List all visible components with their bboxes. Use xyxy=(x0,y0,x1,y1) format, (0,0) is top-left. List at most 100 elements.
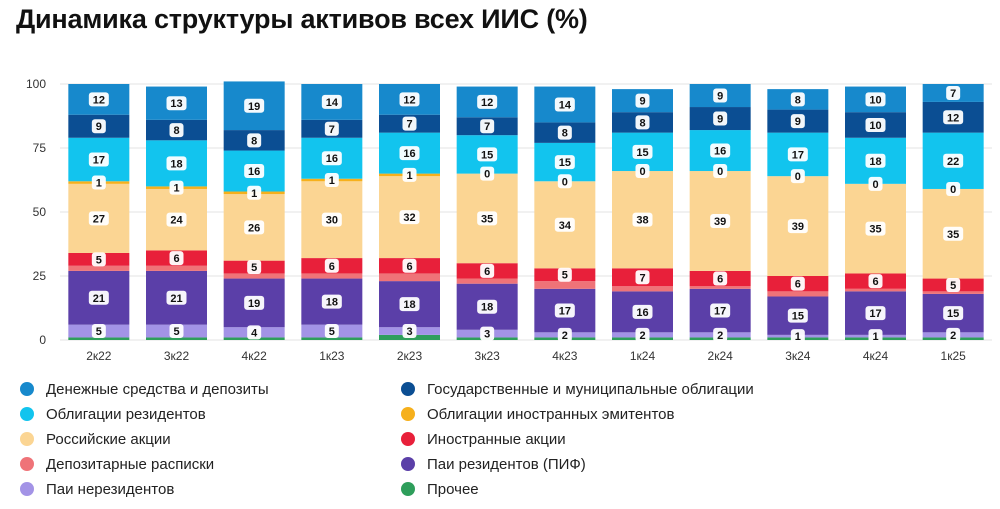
data-label-box xyxy=(557,125,572,140)
data-label-box xyxy=(865,92,886,107)
data-label: 3 xyxy=(406,326,412,338)
data-label-box xyxy=(635,115,650,130)
data-label: 0 xyxy=(872,179,878,191)
x-tick-label: 1к23 xyxy=(319,349,345,363)
data-label-box xyxy=(865,306,886,321)
data-label: 16 xyxy=(714,146,726,158)
data-label-box xyxy=(943,110,964,125)
data-label-box xyxy=(713,111,728,126)
data-label: 26 xyxy=(248,222,260,234)
bar-segment xyxy=(534,281,596,289)
data-label: 16 xyxy=(403,148,415,160)
data-label-box xyxy=(477,299,498,314)
data-label: 30 xyxy=(326,215,338,227)
data-label: 12 xyxy=(481,97,493,109)
x-tick-label: 4к23 xyxy=(552,349,578,363)
data-label: 6 xyxy=(484,266,490,278)
legend-item[interactable]: Облигации резидентов xyxy=(20,403,206,425)
data-label-box xyxy=(166,156,187,171)
data-label-box xyxy=(713,327,728,342)
legend-item[interactable]: Депозитарные расписки xyxy=(20,453,214,475)
data-label-box xyxy=(88,92,109,107)
data-label-box xyxy=(946,327,961,342)
data-label-box xyxy=(554,155,575,170)
legend-label: Облигации резидентов xyxy=(46,405,206,423)
x-tick-label: 2к24 xyxy=(708,349,734,363)
legend-item[interactable]: Паи нерезидентов xyxy=(20,478,174,500)
data-label: 17 xyxy=(93,155,105,167)
data-label: 9 xyxy=(717,91,723,103)
legend-dot-icon xyxy=(401,432,415,446)
legend-item[interactable]: Прочее xyxy=(401,478,479,500)
data-label: 4 xyxy=(251,327,258,339)
data-label-box xyxy=(787,308,808,323)
data-label: 24 xyxy=(170,215,183,227)
data-label-box xyxy=(91,119,106,134)
data-label-box xyxy=(399,297,420,312)
data-label-box xyxy=(868,274,883,289)
data-label: 5 xyxy=(173,326,179,338)
data-label: 35 xyxy=(481,213,493,225)
legend-label: Паи нерезидентов xyxy=(46,480,175,498)
data-label-box xyxy=(554,97,575,112)
data-label: 7 xyxy=(484,121,490,133)
bar-segment xyxy=(612,286,673,292)
data-label: 9 xyxy=(717,114,723,126)
data-label: 15 xyxy=(792,311,804,323)
legend-label: Паи резидентов (ПИФ) xyxy=(427,455,586,473)
data-label: 7 xyxy=(639,272,645,284)
data-label: 7 xyxy=(329,124,335,136)
legend-label: Российские акции xyxy=(46,430,171,448)
data-label-box xyxy=(635,93,650,108)
data-label-box xyxy=(713,164,728,179)
data-label-box xyxy=(247,133,262,148)
x-tick-label: 1к25 xyxy=(941,349,967,363)
data-label-box xyxy=(399,210,420,225)
data-label: 6 xyxy=(795,279,801,291)
data-label-box xyxy=(244,164,265,179)
data-label-box xyxy=(557,174,572,189)
data-label: 0 xyxy=(484,169,490,181)
data-label-box xyxy=(477,147,498,162)
data-label-box xyxy=(632,212,653,227)
data-label: 7 xyxy=(950,88,956,100)
legend-dot-icon xyxy=(20,407,34,421)
data-label: 1 xyxy=(251,188,257,200)
chart-title: Динамика структуры активов всех ИИС (%) xyxy=(16,4,588,34)
legend-dot-icon xyxy=(401,407,415,421)
legend-item[interactable]: Денежные средства и депозиты xyxy=(20,378,269,400)
data-label-box xyxy=(91,324,106,339)
data-label: 10 xyxy=(869,120,881,132)
data-label-box xyxy=(868,329,883,344)
data-label: 6 xyxy=(173,253,179,265)
data-label-box xyxy=(713,88,728,103)
data-label-box xyxy=(790,169,805,184)
data-label-box xyxy=(247,185,262,200)
data-label: 32 xyxy=(403,212,415,224)
legend-dot-icon xyxy=(20,457,34,471)
data-label: 18 xyxy=(170,158,182,170)
legend-dot-icon xyxy=(401,457,415,471)
legend-item[interactable]: Государственные и муниципальные облигаци… xyxy=(401,378,754,400)
data-label-box xyxy=(632,304,653,319)
bar-segment xyxy=(301,337,363,340)
data-label: 1 xyxy=(329,175,335,187)
legend-item[interactable]: Российские акции xyxy=(20,428,171,450)
x-tick-label: 4к22 xyxy=(242,349,268,363)
data-label: 1 xyxy=(872,331,878,343)
data-label: 2 xyxy=(717,330,723,342)
data-label-box xyxy=(557,267,572,282)
legend-label: Иностранные акции xyxy=(427,430,566,448)
data-label-box xyxy=(632,144,653,159)
data-label-box xyxy=(635,164,650,179)
legend-item[interactable]: Иностранные акции xyxy=(401,428,566,450)
legend-label: Прочее xyxy=(427,480,479,498)
legend-dot-icon xyxy=(20,432,34,446)
data-label: 16 xyxy=(636,307,648,319)
data-label: 35 xyxy=(947,229,959,241)
legend-item[interactable]: Паи резидентов (ПИФ) xyxy=(401,453,586,475)
data-label-box xyxy=(790,114,805,129)
legend-item[interactable]: Облигации иностранных эмитентов xyxy=(401,403,674,425)
data-label: 5 xyxy=(950,280,956,292)
data-label-box xyxy=(865,221,886,236)
